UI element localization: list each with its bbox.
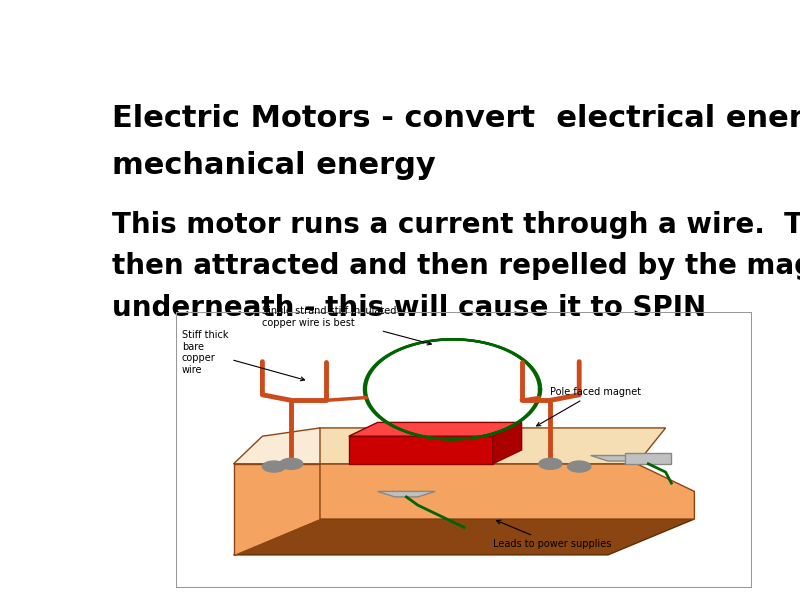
Text: then attracted and then repelled by the magnet: then attracted and then repelled by the … bbox=[112, 252, 800, 280]
Polygon shape bbox=[320, 464, 694, 519]
Text: mechanical energy: mechanical energy bbox=[112, 151, 436, 179]
Text: underneath - this will cause it to SPIN: underneath - this will cause it to SPIN bbox=[112, 294, 706, 322]
Circle shape bbox=[262, 461, 286, 472]
Polygon shape bbox=[349, 436, 493, 464]
Polygon shape bbox=[349, 422, 522, 436]
Circle shape bbox=[568, 461, 590, 472]
Circle shape bbox=[280, 458, 302, 469]
Polygon shape bbox=[234, 464, 320, 555]
Text: Electric Motors - convert  electrical energy to: Electric Motors - convert electrical ene… bbox=[112, 104, 800, 133]
Text: Stiff thick
bare
copper
wire: Stiff thick bare copper wire bbox=[182, 330, 305, 381]
Circle shape bbox=[539, 458, 562, 469]
Polygon shape bbox=[234, 519, 694, 555]
Polygon shape bbox=[493, 422, 522, 464]
Polygon shape bbox=[590, 455, 637, 461]
Polygon shape bbox=[234, 428, 666, 464]
Text: Pole faced magnet: Pole faced magnet bbox=[537, 387, 642, 426]
Text: Leads to power supplies: Leads to power supplies bbox=[493, 520, 611, 548]
Text: This motor runs a current through a wire.  The wire is: This motor runs a current through a wire… bbox=[112, 211, 800, 239]
Bar bbox=[626, 453, 671, 464]
Polygon shape bbox=[378, 491, 435, 497]
Text: Single strand stiff insulated
copper wire is best: Single strand stiff insulated copper wir… bbox=[262, 306, 431, 345]
Polygon shape bbox=[234, 428, 320, 464]
